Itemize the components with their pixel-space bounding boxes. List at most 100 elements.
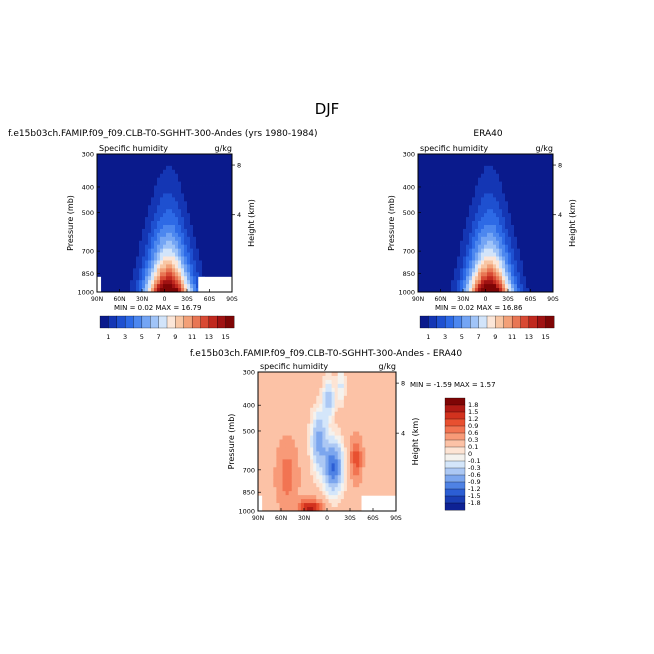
y2-tick-label: 4 (558, 211, 562, 219)
field-cell (163, 272, 167, 277)
field-cell (392, 439, 397, 444)
field-cell (439, 268, 443, 273)
field-cell (343, 439, 348, 444)
field-cell (469, 221, 473, 226)
field-cell (359, 467, 363, 472)
field-cell (214, 213, 218, 218)
field-cell (226, 165, 230, 171)
field-cell (294, 399, 299, 405)
y-tick-label: 500 (82, 209, 94, 217)
field-cell (374, 403, 378, 409)
x-tick-label: 60N (434, 296, 446, 303)
field-cell (389, 459, 394, 464)
field-cell (383, 383, 388, 389)
field-cell (493, 256, 497, 261)
field-cell (169, 189, 173, 194)
field-cell (157, 197, 161, 202)
field-cell (514, 276, 518, 281)
field-cell (334, 372, 339, 377)
field-cell (466, 161, 470, 167)
field-cell (154, 169, 158, 175)
field-cell (288, 471, 293, 476)
field-cell (340, 372, 345, 377)
field-cell (139, 280, 143, 285)
field-cell (288, 423, 293, 428)
field-cell (541, 213, 545, 218)
field-cell (493, 165, 497, 171)
field-cell (310, 407, 314, 413)
field-cell (325, 447, 329, 452)
field-cell (346, 451, 351, 456)
field-cell (297, 459, 302, 464)
field-cell (505, 244, 509, 250)
field-cell (547, 260, 551, 265)
field-cell (535, 197, 539, 202)
field-cell (130, 185, 134, 190)
field-cell (523, 193, 527, 198)
field-cell (196, 260, 200, 265)
field-cell (300, 483, 305, 488)
field-cell (448, 276, 452, 281)
field-cell (97, 169, 101, 175)
field-cell (436, 161, 440, 167)
colorbar-tick-label: 9 (493, 333, 497, 341)
field-cell (139, 252, 143, 257)
field-cell (350, 383, 354, 389)
field-cell (359, 507, 363, 512)
field-cell (328, 507, 332, 512)
field-cell (300, 491, 305, 496)
field-cell (499, 201, 503, 206)
field-cell (208, 209, 212, 214)
field-cell (508, 248, 512, 253)
field-cell (538, 264, 542, 269)
field-cell (445, 264, 449, 269)
x-tick-label: 90N (252, 515, 264, 522)
field-cell (313, 411, 317, 417)
field-cell (547, 244, 551, 250)
field-cell (319, 415, 323, 421)
field-cell (472, 165, 476, 171)
field-cell (368, 443, 372, 448)
field-cell (151, 177, 155, 182)
field-cell (383, 435, 388, 440)
field-cell (529, 268, 533, 273)
field-cell (499, 224, 503, 230)
field-cell (178, 201, 182, 206)
field-cell (127, 244, 131, 250)
field-cell (273, 503, 277, 508)
field-cell (508, 201, 512, 206)
field-cell (261, 403, 265, 409)
field-cell (97, 205, 101, 210)
field-cell (383, 447, 388, 452)
field-cell (103, 157, 107, 163)
field-cell (328, 499, 332, 504)
field-cell (334, 451, 339, 456)
field-cell (368, 415, 372, 421)
field-cell (322, 499, 326, 504)
field-cell (463, 272, 467, 277)
field-cell (472, 173, 476, 179)
field-cell (106, 236, 110, 242)
field-cell (172, 288, 176, 293)
field-cell (193, 181, 197, 186)
field-cell (362, 439, 366, 444)
field-cell (371, 395, 375, 401)
field-cell (472, 193, 476, 198)
field-cell (454, 228, 458, 234)
field-cell (499, 197, 503, 202)
field-cell (427, 272, 431, 277)
field-cell (430, 209, 434, 214)
field-cell (103, 177, 107, 182)
field-cell (371, 435, 375, 440)
field-cell (115, 228, 119, 234)
field-cell (270, 431, 274, 436)
field-cell (436, 157, 440, 163)
field-cell (340, 443, 345, 448)
field-cell (340, 403, 345, 409)
field-cell (445, 280, 449, 285)
field-cell (157, 201, 161, 206)
field-cell (226, 221, 230, 226)
field-cell (356, 479, 360, 484)
field-cell (424, 209, 428, 214)
field-cell (421, 228, 425, 234)
